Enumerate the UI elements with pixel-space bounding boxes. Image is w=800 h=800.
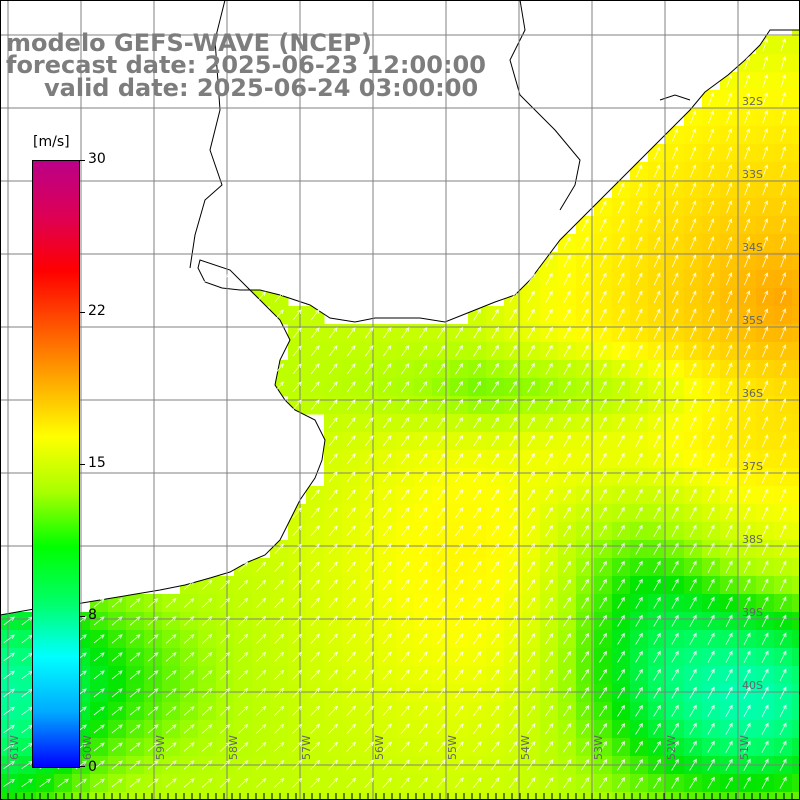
wind-arrows xyxy=(3,37,787,789)
colorbar-tick-label: 30 xyxy=(88,151,106,167)
lon-label: 61W xyxy=(8,735,21,760)
colorbar-tick-label: 8 xyxy=(88,607,97,623)
lon-label: 58W xyxy=(227,735,240,760)
lon-label: 59W xyxy=(154,735,167,760)
coastline xyxy=(0,29,800,616)
lon-label: 52W xyxy=(665,735,678,760)
title-model: modelo GEFS-WAVE (NCEP) xyxy=(6,29,372,57)
colorbar-tick xyxy=(79,160,85,161)
lat-label: 40S xyxy=(742,679,763,692)
lon-label: 56W xyxy=(373,735,386,760)
lat-label: 32S xyxy=(742,95,763,108)
colorbar-tick-label: 15 xyxy=(88,455,106,471)
title-forecast-date: forecast date: 2025-06-23 12:00:00 xyxy=(6,51,486,79)
border-line xyxy=(189,0,226,269)
lat-label: 37S xyxy=(742,460,763,473)
lon-label: 53W xyxy=(592,735,605,760)
lat-label: 36S xyxy=(742,387,763,400)
colorbar-tick xyxy=(79,464,85,465)
colorbar xyxy=(32,160,80,768)
colorbar-tick-label: 0 xyxy=(88,759,97,775)
colorbar-tick xyxy=(79,766,85,767)
lat-label: 34S xyxy=(742,241,763,254)
title-valid-date: valid date: 2025-06-24 03:00:00 xyxy=(44,74,479,102)
lon-label: 60W xyxy=(81,735,94,760)
land-mass xyxy=(0,0,800,615)
colorbar-tick xyxy=(79,616,85,617)
colorbar-tick xyxy=(79,312,85,313)
lon-label: 57W xyxy=(300,735,313,760)
colorbar-tick-label: 22 xyxy=(88,303,106,319)
lon-label: 55W xyxy=(446,735,459,760)
colorbar-unit: [m/s] xyxy=(33,134,70,150)
lat-label: 35S xyxy=(742,314,763,327)
lon-label: 51W xyxy=(738,735,751,760)
lat-label: 33S xyxy=(742,168,763,181)
lat-label: 39S xyxy=(742,606,763,619)
lat-label: 38S xyxy=(742,533,763,546)
lon-label: 54W xyxy=(519,735,532,760)
axis-ticks xyxy=(0,793,793,800)
